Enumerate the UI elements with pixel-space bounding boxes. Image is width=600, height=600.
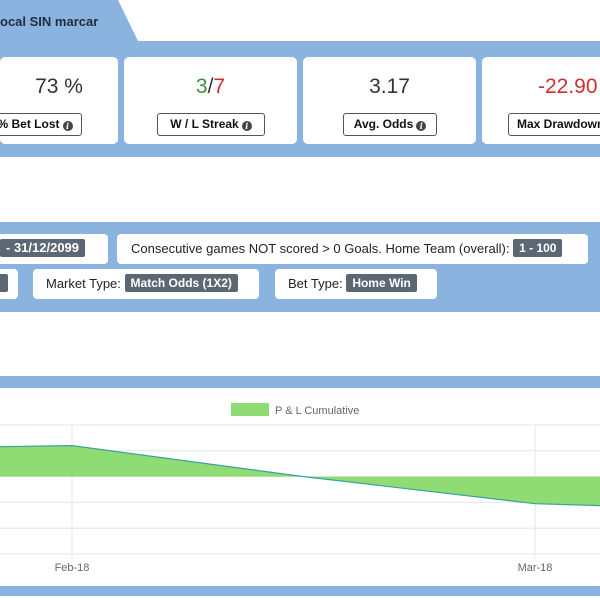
stat-card-max-drawdown: -22.90 Max Drawdown (482, 57, 600, 144)
chart-bottom-border (0, 586, 600, 596)
bet-type-value: Home Win (346, 274, 417, 292)
page-title: ocal SIN marcar (0, 14, 99, 29)
x-tick-label: Feb-18 (55, 562, 90, 574)
date-range-filter[interactable]: - 31/12/2099 (0, 234, 108, 264)
info-icon[interactable]: i (416, 121, 427, 131)
filter-bar: - 31/12/2099 Consecutive games NOT score… (0, 222, 600, 312)
pl-line (0, 444, 600, 507)
market-type-value: Match Odds (1X2) (124, 274, 238, 292)
consecutive-games-value: 1 - 100 (513, 239, 563, 257)
legend-swatch (231, 403, 269, 416)
info-icon[interactable]: i (62, 121, 73, 131)
bet-type-filter[interactable]: Bet Type: Home Win (275, 269, 437, 299)
x-tick-label: Mar-18 (518, 562, 553, 574)
legend: P & L Cumulative (231, 403, 359, 417)
stat-card-wl-streak: 3/7 W / L Streak i (124, 57, 297, 144)
pl-cumulative-chart: Feb-18 Mar-18 P & L Cumulative (0, 403, 600, 574)
stat-label-max-drawdown[interactable]: Max Drawdown (508, 113, 600, 136)
stat-label-avg-odds[interactable]: Avg. Odds i (343, 113, 437, 136)
info-icon[interactable]: i (241, 121, 252, 131)
stat-card-avg-odds: 3.17 Avg. Odds i (303, 57, 476, 144)
stat-card-bet-lost: 73 % % Bet Lost i (0, 57, 118, 144)
filter-pill-cut[interactable] (0, 269, 18, 299)
market-type-filter[interactable]: Market Type: Match Odds (1X2) (33, 269, 259, 299)
legend-label: P & L Cumulative (275, 405, 359, 417)
stat-value-wl-streak: 3/7 (195, 75, 226, 98)
chart-top-border (0, 376, 600, 388)
x-axis-ticks: Feb-18 Mar-18 (55, 562, 553, 574)
stat-label-wl-streak[interactable]: W / L Streak i (157, 113, 265, 136)
consecutive-games-filter[interactable]: Consecutive games NOT scored > 0 Goals. … (117, 234, 588, 264)
stat-label-bet-lost[interactable]: % Bet Lost i (0, 113, 82, 136)
stat-value-bet-lost: 73 % (35, 75, 83, 98)
stats-bar: 73 % % Bet Lost i 3/7 W / L Streak i 3.17 … (0, 41, 600, 157)
stat-value-max-drawdown: -22.90 (538, 75, 598, 98)
tab-header: ocal SIN marcar (0, 0, 138, 41)
pl-area (0, 445, 600, 506)
stat-value-avg-odds: 3.17 (369, 75, 410, 98)
